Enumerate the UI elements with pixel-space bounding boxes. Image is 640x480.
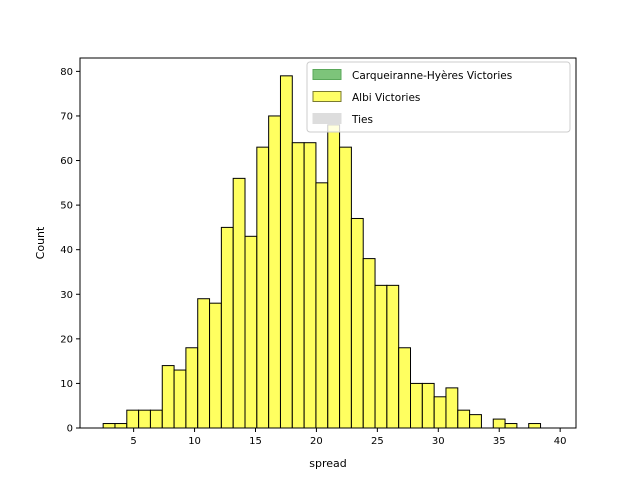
bar-18 (315, 182, 329, 429)
x-tick-label-10: 10 (188, 436, 201, 447)
x-tick-label-30: 30 (432, 436, 445, 447)
bar-2 (126, 409, 140, 429)
legend-frame (306, 61, 571, 133)
x-tick-label-25: 25 (371, 436, 384, 447)
x-tick-label-5: 5 (130, 436, 136, 447)
x-tick-label-35: 35 (493, 436, 506, 447)
legend-label-ties: Ties (351, 114, 373, 126)
y-tick-label-0: 0 (67, 424, 73, 435)
bar-28 (433, 396, 447, 429)
bar-10 (220, 226, 234, 429)
bar-11 (232, 177, 246, 429)
bar-19 (327, 124, 341, 429)
bar-25 (398, 347, 412, 429)
bar-4 (149, 409, 163, 429)
bar-21 (350, 217, 364, 429)
legend-swatch-ties (312, 113, 342, 124)
bar-20 (339, 146, 352, 429)
bar-8 (197, 298, 211, 429)
x-tick-label-40: 40 (554, 436, 567, 447)
legend-label-carqueiranne: Carqueiranne-Hyères Victories (352, 70, 512, 82)
bar-33 (492, 418, 506, 429)
bar-14 (268, 115, 281, 429)
legend-swatch-albi (312, 91, 342, 102)
bar-9 (209, 302, 222, 429)
y-axis-label: Count (34, 226, 47, 259)
bar-17 (303, 142, 317, 429)
bar-7 (185, 347, 199, 429)
bar-29 (445, 387, 459, 429)
bar-6 (173, 369, 187, 429)
bar-30 (457, 409, 471, 429)
bar-0 (102, 423, 116, 429)
y-tick-label-10: 10 (60, 379, 73, 390)
bar-13 (256, 146, 270, 429)
y-tick-label-30: 30 (60, 290, 73, 301)
plot-frame (79, 57, 577, 429)
bar-3 (138, 409, 151, 429)
bar-12 (244, 235, 258, 429)
legend: Carqueiranne-Hyères Victories Albi Victo… (306, 61, 571, 133)
x-tick-label-15: 15 (249, 436, 262, 447)
y-tick-label-60: 60 (60, 156, 73, 167)
y-tick-label-40: 40 (60, 245, 73, 256)
legend-swatch-carqueiranne (312, 69, 342, 80)
x-axis: 5 10 15 20 25 30 35 40 (130, 428, 567, 447)
x-axis-label: spread (309, 457, 347, 470)
bar-34 (504, 423, 518, 429)
bar-24 (386, 284, 400, 429)
y-tick-label-80: 80 (60, 67, 73, 78)
y-tick-label-20: 20 (60, 334, 73, 345)
y-tick-label-50: 50 (60, 201, 73, 212)
bar-26 (410, 382, 423, 429)
y-tick-label-70: 70 (60, 111, 73, 122)
bar-27 (421, 382, 435, 429)
bar-16 (291, 142, 305, 429)
bar-31 (469, 414, 482, 429)
bar-5 (161, 365, 175, 429)
x-tick-label-20: 20 (310, 436, 323, 447)
legend-label-albi: Albi Victories (352, 92, 420, 104)
bar-23 (374, 284, 388, 429)
bar-1 (114, 423, 128, 429)
y-axis: 0 10 20 30 40 50 60 70 80 (60, 67, 80, 435)
bar-36 (528, 423, 542, 429)
bar-15 (279, 75, 293, 429)
bar-22 (362, 258, 376, 429)
